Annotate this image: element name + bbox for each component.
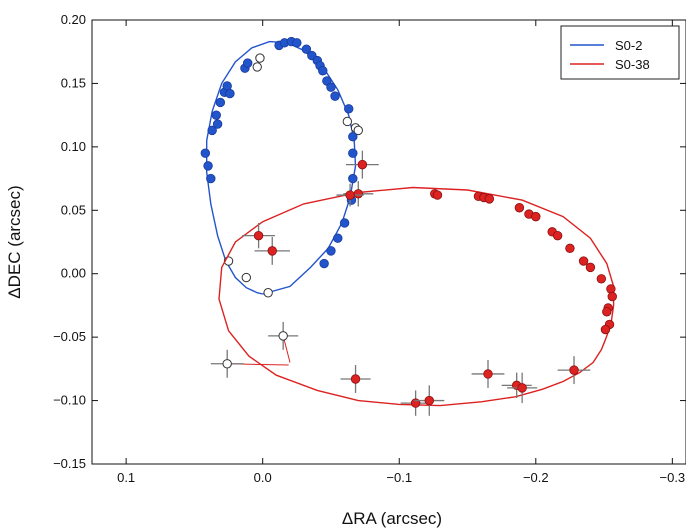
x-tick-label: −0.1: [386, 470, 412, 485]
data-point-s0-38: [606, 284, 616, 294]
data-point-s0-38: [357, 159, 368, 170]
data-point-s0-2: [207, 125, 217, 136]
data-point-s0-38: [517, 383, 527, 393]
data-point-s0-2: [319, 258, 329, 269]
x-tick-label: 0.0: [254, 470, 272, 485]
orbit-line-s0-2: [206, 40, 357, 295]
data-point-s0-38: [345, 190, 355, 200]
y-tick-label: 0.15: [61, 75, 86, 90]
y-tick-label: 0.05: [61, 202, 86, 217]
legend: S0-2 S0-38: [560, 25, 680, 80]
data-point-s0-2: [200, 148, 211, 158]
series-s0-38: [210, 150, 617, 416]
open-point-s0-2: [241, 272, 252, 283]
data-point-s0-2: [339, 218, 350, 228]
y-tick-label: 0.20: [61, 12, 86, 27]
series-layer: [200, 36, 617, 416]
data-point-s0-2: [215, 97, 226, 108]
open-point-s0-38: [278, 331, 288, 341]
y-tick-label: −0.05: [53, 329, 86, 344]
data-point-s0-38: [602, 307, 612, 317]
data-point-s0-2: [333, 233, 343, 243]
data-point-s0-2: [292, 38, 302, 48]
data-point-s0-38: [350, 374, 361, 384]
open-point-s0-2: [252, 62, 262, 72]
legend-label-s0-2: S0-2: [615, 38, 642, 53]
data-point-s0-2: [301, 44, 312, 54]
data-point-s0-2: [348, 132, 358, 142]
data-point-s0-2: [203, 161, 213, 171]
data-point-s0-2: [242, 58, 253, 68]
y-axis-label: ΔDEC (arcsec): [5, 185, 24, 298]
data-point-s0-2: [211, 110, 221, 120]
data-point-s0-2: [348, 148, 358, 158]
data-point-s0-38: [600, 324, 611, 335]
series-s0-2: [200, 36, 363, 298]
y-tick-label: 0.10: [61, 139, 86, 154]
data-point-s0-2: [348, 173, 358, 184]
y-tick-label: 0.00: [61, 266, 86, 281]
data-point-s0-38: [514, 203, 525, 213]
y-tick-label: −0.15: [53, 456, 86, 471]
y-tick-label: −0.10: [53, 393, 86, 408]
data-point-s0-38: [432, 190, 443, 200]
data-point-s0-38: [353, 189, 363, 199]
x-tick-label: 0.1: [117, 470, 135, 485]
data-point-s0-2: [330, 91, 340, 101]
data-point-s0-38: [565, 243, 575, 254]
x-tick-label: −0.2: [523, 470, 549, 485]
x-axis-label: ΔRA (arcsec): [342, 509, 442, 528]
data-point-s0-38: [569, 365, 579, 375]
open-point-s0-2: [342, 116, 353, 127]
data-point-s0-38: [267, 246, 277, 256]
data-point-s0-38: [596, 274, 607, 284]
open-point-s0-2: [255, 53, 265, 63]
data-point-s0-38: [531, 211, 541, 222]
data-point-s0-2: [326, 82, 336, 92]
orbit-line-s0-38: [218, 186, 615, 407]
data-point-s0-38: [552, 230, 563, 241]
data-point-s0-38: [424, 395, 434, 406]
data-point-s0-2: [225, 88, 235, 99]
data-point-s0-38: [253, 230, 264, 241]
ticks-layer: 0.1 0.0 −0.1 −0.2 −0.3 0.20 0.15 0.10 0.05 0.00 −0…: [53, 12, 686, 485]
open-point-s0-2: [263, 288, 273, 298]
data-point-s0-38: [585, 262, 596, 273]
data-point-s0-38: [578, 256, 589, 266]
legend-box: [560, 25, 680, 80]
open-point-s0-38: [222, 359, 232, 369]
data-point-s0-2: [326, 246, 336, 256]
data-point-s0-38: [607, 291, 617, 302]
data-point-s0-38: [484, 194, 495, 204]
x-tick-label: −0.3: [660, 470, 686, 485]
legend-label-s0-38: S0-38: [615, 57, 650, 72]
data-point-s0-2: [344, 104, 354, 114]
data-point-s0-38: [483, 369, 493, 379]
data-point-s0-2: [206, 173, 216, 184]
data-point-s0-2: [318, 66, 328, 76]
plot-frame: [91, 19, 686, 465]
data-point-s0-2: [212, 119, 223, 129]
open-point-s0-2: [353, 125, 363, 136]
